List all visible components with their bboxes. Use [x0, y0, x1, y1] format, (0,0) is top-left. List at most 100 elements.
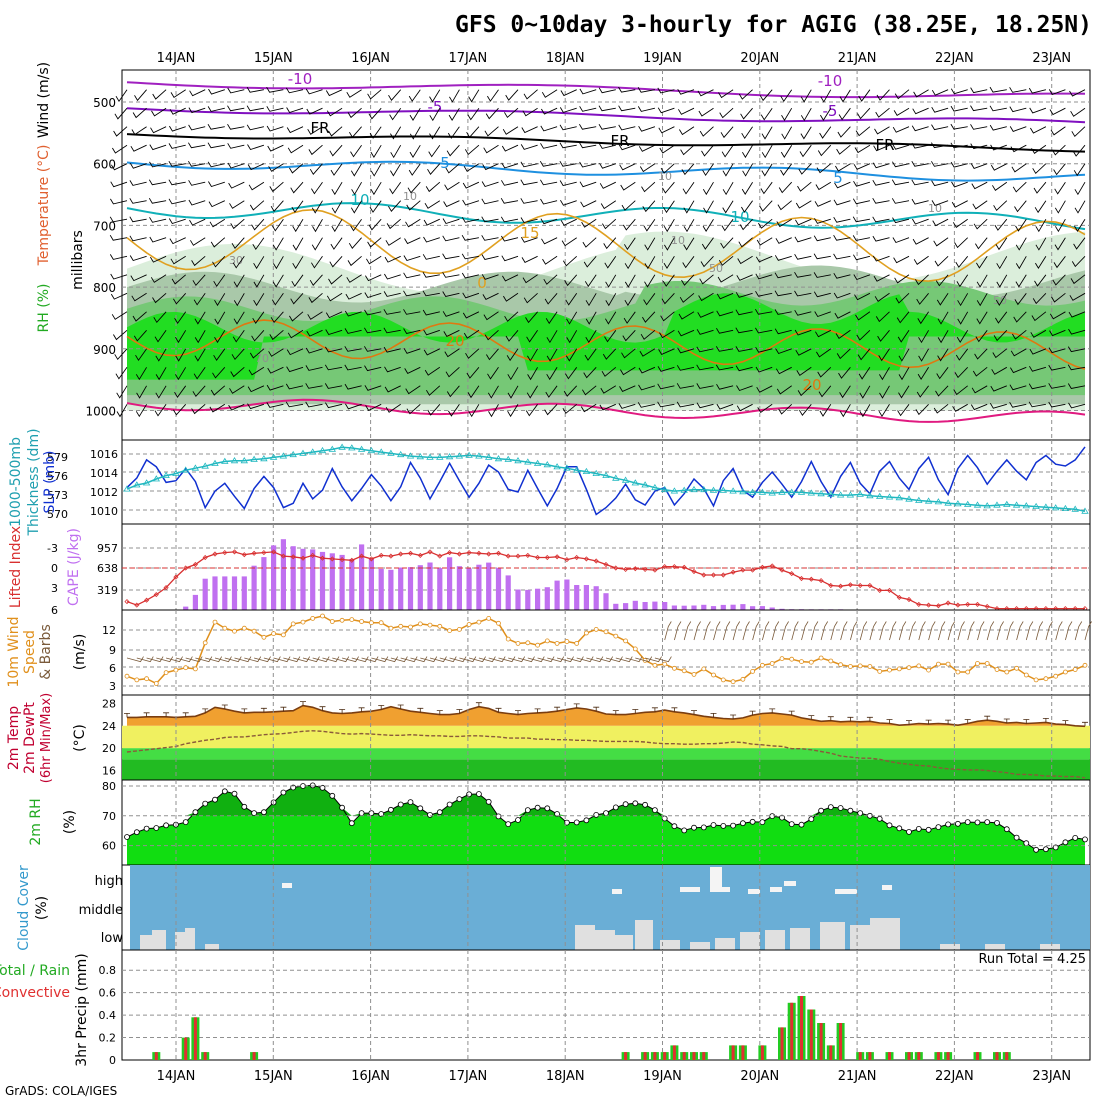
minmax-whisker — [378, 705, 385, 710]
minmax-whisker — [280, 706, 287, 712]
wind-barb — [839, 89, 851, 103]
data-point — [308, 448, 317, 455]
data-point — [486, 616, 492, 621]
data-point — [641, 481, 649, 488]
surface-wind-barb — [938, 621, 946, 641]
wind-barb — [872, 179, 890, 186]
wind-barb — [931, 161, 949, 167]
wind-barb — [696, 364, 714, 371]
wind-barb — [657, 366, 675, 372]
wind-barb — [272, 237, 284, 251]
wind-barb — [442, 253, 460, 260]
wind-barb — [682, 256, 695, 269]
wind-barb — [175, 348, 187, 362]
data-point — [290, 621, 296, 627]
wind-barb — [975, 237, 988, 250]
wind-barb — [931, 142, 949, 149]
wind-barb — [306, 329, 323, 337]
wind-barb — [266, 86, 284, 93]
wind-barb — [422, 254, 440, 260]
wind-barb — [637, 86, 655, 93]
cape-bar — [202, 578, 208, 610]
data-point — [123, 485, 131, 492]
wind-barb — [658, 126, 675, 134]
wind-barb — [972, 366, 988, 377]
data-point — [396, 450, 405, 458]
wind-barb — [228, 403, 245, 411]
wind-barb — [875, 311, 890, 323]
wind-barb — [643, 218, 656, 232]
data-point — [230, 457, 239, 464]
lifted-index-point — [965, 601, 971, 607]
series-line-1 — [126, 446, 1086, 513]
cape-bar — [691, 605, 697, 610]
wind-barb — [446, 385, 460, 398]
wind-barb — [227, 162, 245, 169]
wind-barb — [797, 181, 812, 192]
wind-barb — [390, 126, 402, 140]
precip-convective-bar — [946, 1052, 950, 1060]
wind-barb — [214, 293, 226, 307]
wind-barb — [602, 218, 617, 230]
wind-barb — [409, 107, 421, 121]
wind-barb — [384, 385, 401, 393]
wind-barb — [818, 385, 832, 398]
precip-convective-bar — [682, 1052, 686, 1060]
minmax-whisker — [710, 713, 717, 718]
lifted-index-point — [593, 558, 599, 564]
wind-barb — [794, 290, 812, 297]
wind-barb — [991, 366, 1008, 375]
cape-bar — [720, 604, 726, 610]
cape-bar — [486, 562, 492, 610]
minmax-whisker — [436, 710, 443, 715]
lifted-index-point — [916, 601, 922, 607]
wind-barb — [735, 327, 753, 334]
wind-barb — [741, 181, 753, 195]
wind-barb — [1048, 401, 1066, 408]
wind-barb — [976, 274, 988, 288]
wind-barb — [384, 255, 401, 263]
wind-barb — [364, 327, 382, 334]
wind-barb — [780, 163, 793, 176]
wind-barb — [233, 311, 245, 325]
wind-barb — [641, 181, 656, 193]
wind-barb — [507, 385, 519, 399]
surface-wind-barb — [1006, 621, 1014, 641]
rh-point — [466, 791, 473, 798]
rh-point — [163, 822, 170, 829]
data-point — [838, 662, 843, 668]
minmax-whisker — [339, 709, 346, 714]
wind-barb — [502, 126, 519, 135]
wind-barb — [931, 200, 949, 206]
data-point — [582, 467, 591, 474]
wind-barb — [1009, 126, 1027, 132]
temp-area — [127, 705, 1085, 727]
high-cloud-bar — [710, 867, 722, 892]
wind-barb — [347, 107, 362, 119]
cape-bar — [701, 604, 707, 610]
rh-point — [593, 812, 600, 818]
wind-barb — [760, 181, 773, 195]
wind-barb — [833, 216, 851, 223]
wind-barb — [854, 292, 871, 301]
surface-wind-barb — [781, 621, 789, 641]
precip-convective-bar — [995, 1052, 999, 1060]
wind-barb — [657, 401, 675, 408]
data-point — [1053, 673, 1059, 679]
wind-barb — [422, 290, 440, 297]
wind-barb — [892, 237, 910, 244]
temp-band-cool — [122, 759, 1090, 780]
isotherm-label: -10 — [288, 70, 313, 88]
lifted-index-point — [310, 552, 316, 558]
surface-wind-barb — [889, 621, 897, 641]
wind-barb — [933, 237, 949, 247]
wind-barb — [305, 401, 323, 408]
minmax-whisker — [1082, 721, 1088, 727]
wind-barb — [461, 253, 479, 260]
wind-barb — [130, 274, 147, 282]
wind-barb — [129, 235, 147, 242]
wind-barb — [618, 86, 636, 93]
rh-point — [143, 825, 150, 832]
wind-barb — [989, 86, 1007, 93]
cape-bar — [183, 606, 189, 610]
